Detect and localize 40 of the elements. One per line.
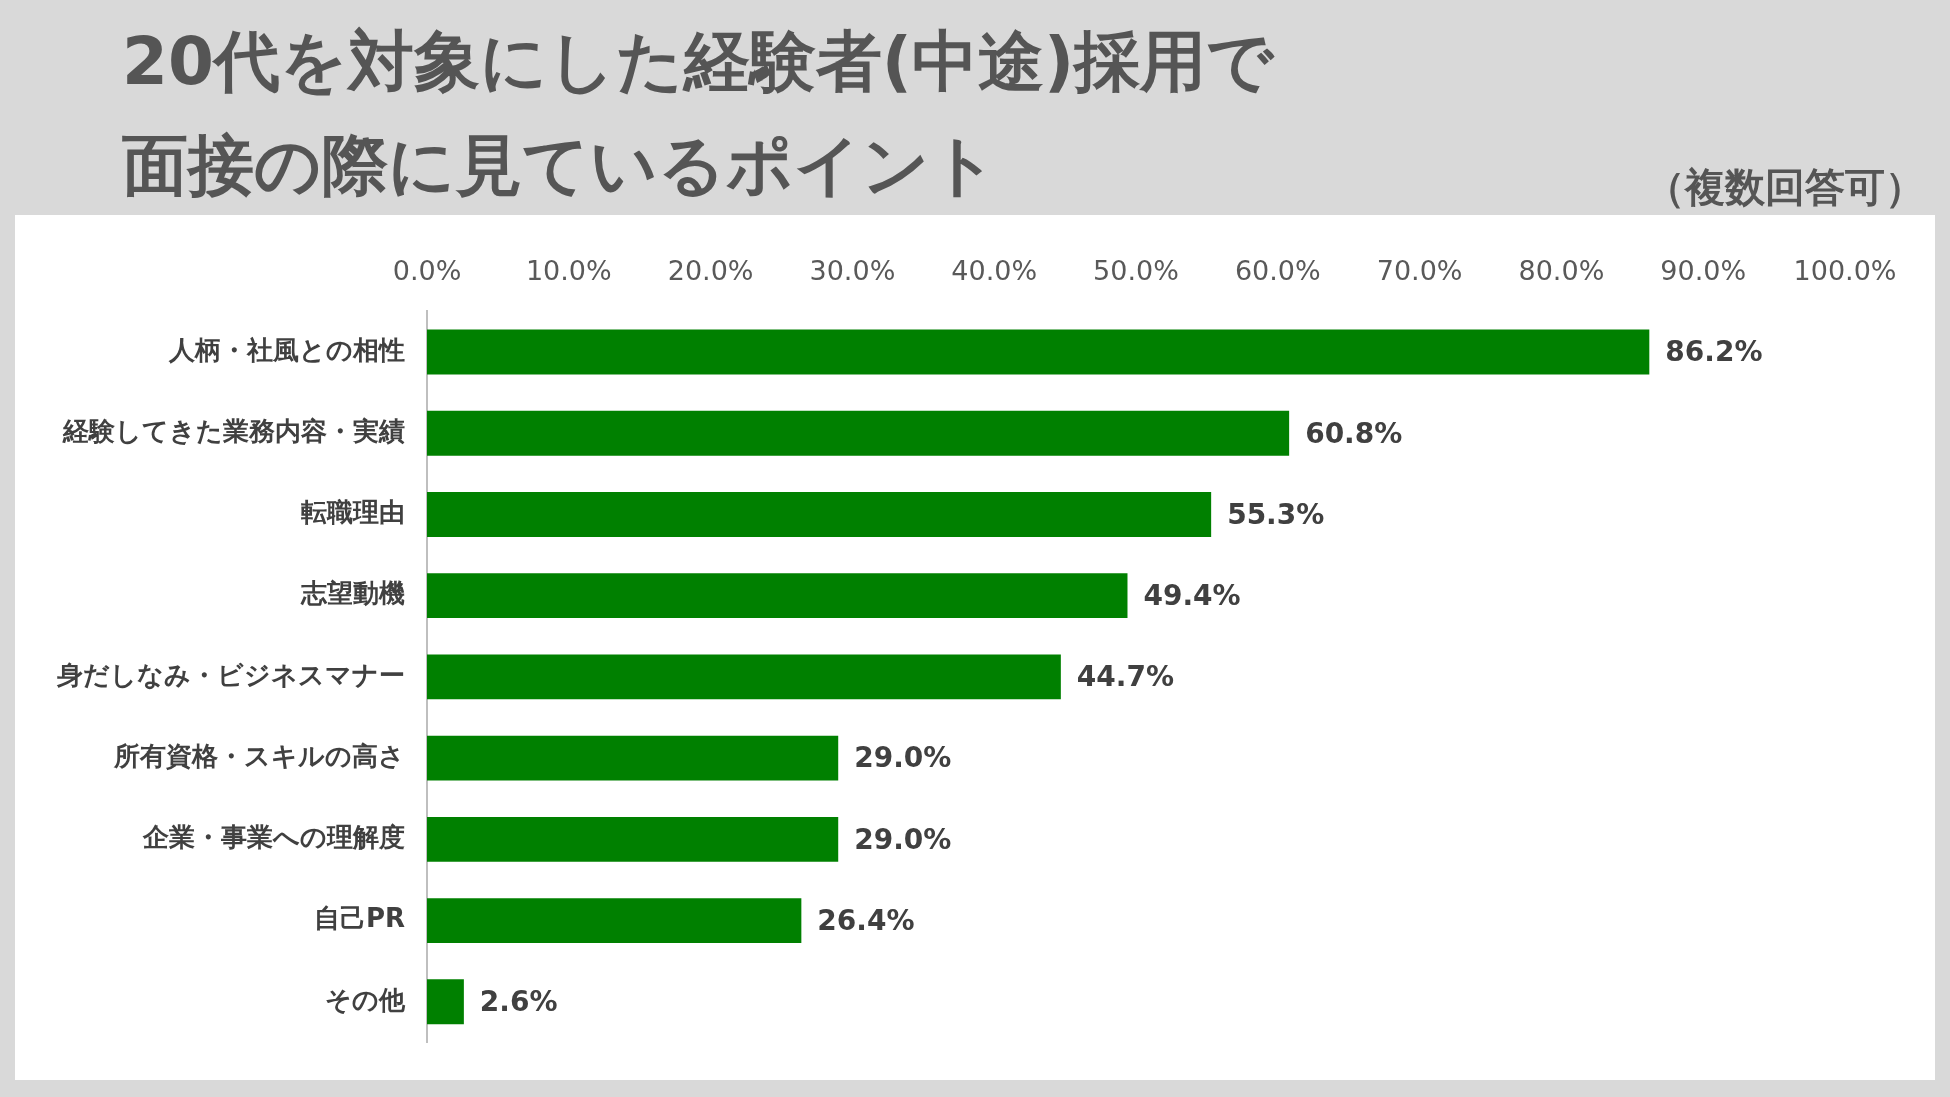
y-tick-label: 志望動機 [300,578,405,609]
bar [427,816,839,862]
bar [427,979,464,1025]
bar [427,654,1061,700]
x-tick-label: 70.0% [1376,255,1463,287]
x-tick-label: 60.0% [1234,255,1321,287]
bar [427,573,1128,619]
data-label: 55.3% [1227,497,1325,531]
y-tick-label: 自己PR [313,903,405,934]
data-label: 86.2% [1665,335,1763,369]
x-tick-label: 50.0% [1093,255,1179,287]
x-tick-label: 20.0% [667,255,754,287]
y-tick-label: 経験してきた業務内容・実績 [62,415,405,446]
data-label: 44.7% [1076,660,1174,694]
bar [427,898,802,943]
y-tick-label: その他 [325,984,406,1015]
x-tick-label: 40.0% [951,255,1038,287]
y-tick-label: 人柄・社風との相性 [168,334,405,365]
chart-title: 20代を対象にした経験者(中途)採用で面接の際に見ているポイント [122,22,1276,206]
data-label: 60.8% [1305,416,1403,450]
data-label: 2.6% [479,985,558,1019]
x-tick-label: 90.0% [1660,255,1747,287]
bar [427,492,1212,537]
data-label: 29.0% [854,822,952,856]
bar [427,410,1290,456]
x-tick-label: 0.0% [392,255,462,287]
chart-subtitle: （複数回答可） [1645,163,1925,212]
y-tick-label: 所有資格・スキルの高さ [113,740,405,771]
x-tick-label: 100.0% [1793,255,1897,287]
data-label: 49.4% [1143,578,1241,612]
y-tick-label: 身だしなみ・ビジネスマナー [56,659,405,690]
bar [427,329,1650,375]
y-tick-label: 企業・事業への理解度 [142,822,405,853]
y-tick-label: 転職理由 [301,497,405,528]
x-tick-label: 80.0% [1518,255,1605,287]
x-tick-label: 10.0% [525,255,612,287]
data-label: 29.0% [854,741,952,775]
bar [427,735,839,781]
x-tick-label: 30.0% [809,255,896,287]
data-label: 26.4% [817,903,915,937]
